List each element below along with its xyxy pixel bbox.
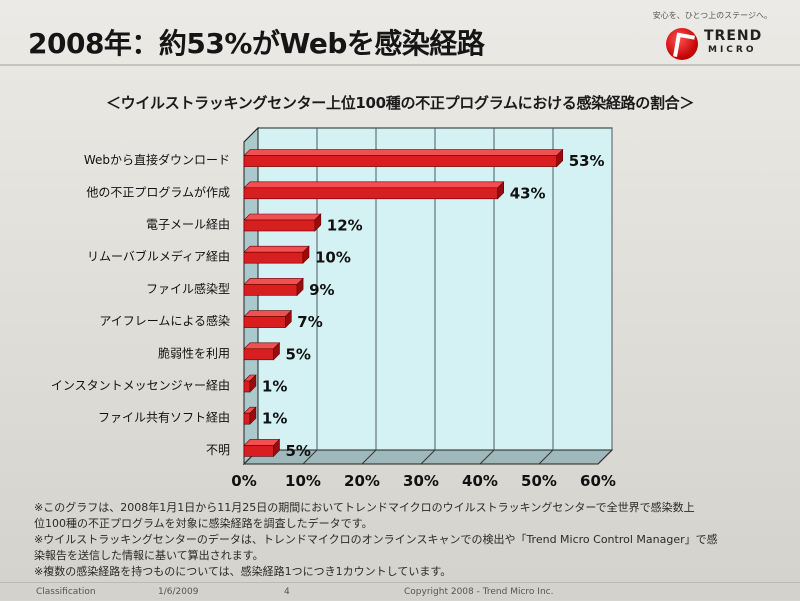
bar-end [497,181,505,200]
category-label: 不明 [206,443,230,457]
gridline-floor [479,449,495,465]
data-label: 5% [286,442,311,460]
bar [243,380,251,393]
trend-micro-logo-icon [666,28,698,60]
bar [243,251,304,264]
data-label: 1% [262,378,287,396]
slide-footer: Classification 1/6/2009 4 Copyright 2008… [0,582,800,601]
bar-top [243,278,304,285]
category-label: リムーバブルメディア経由 [87,249,230,264]
bar [243,445,274,457]
bar-top [243,213,322,221]
x-tick-label: 30% [403,472,439,490]
bar [243,155,558,167]
bar-end [296,277,304,297]
category-label: ファイル共有ソフト経由 [98,411,230,425]
data-label: 10% [315,249,351,267]
bar-end [284,309,292,329]
bar-end [302,245,310,264]
category-label: Webから直接ダウンロード [84,152,230,167]
gridline-floor [302,449,318,465]
x-tick-label: 20% [344,472,380,490]
bar-end [249,374,257,393]
data-label: 9% [309,281,334,299]
logo-wordmark-line2: MICRO [708,45,757,55]
bar-end [273,438,280,458]
tagline: 安心を、ひとつ上のステージへ。 [652,11,772,20]
category-label: ファイル感染型 [146,281,230,296]
bar [243,412,251,425]
data-label: 43% [510,184,546,202]
bar [243,348,274,361]
copyright: Copyright 2008 - Trend Micro Inc. [404,587,554,597]
data-label: 12% [327,217,363,235]
bar-end [314,213,322,232]
bar [243,187,498,200]
page-number: 4 [284,587,290,597]
footnote-line: ※複数の感染経路を持つものについては、感染経路1つにつき1カウントしています。 [34,565,452,578]
x-tick-label: 0% [231,472,256,490]
footnote-line: 位100種の不正プログラムを対象に感染経路を調査したデータです。 [34,517,373,530]
data-label: 53% [569,152,605,170]
x-tick-label: 50% [521,472,557,490]
gridline-floor [361,449,377,465]
bar [243,284,298,296]
category-label: 電子メール経由 [146,218,230,232]
x-tick-label: 10% [285,472,321,490]
category-label: アイフレームによる感染 [99,313,230,328]
data-label: 1% [262,410,287,428]
bar-end [249,406,257,425]
category-label: 他の不正プログラムが作成 [86,184,230,199]
x-tick-label: 60% [580,472,616,490]
title-divider [0,64,800,66]
gridline-floor [420,449,436,465]
classification-label: Classification [36,587,96,597]
footnote-line: 染報告を送信した情報に基いて算出されます。 [34,549,264,562]
bar [243,219,316,232]
bar-end [273,342,280,361]
chart-title: ＜ウイルストラッキングセンター上位100種の不正プログラムにおける感染経路の割合… [105,94,695,112]
footnotes: ※このグラフは、2008年1月1日から11月25日の期間においてトレンドマイクロ… [34,500,774,580]
gridline-floor [597,449,613,465]
footnote-line: ※ウイルストラッキングセンターのデータは、トレンドマイクロのオンラインスキャンで… [34,533,718,546]
category-label: 脆弱性を利用 [158,345,230,360]
data-label: 7% [297,313,322,331]
bar-top [243,181,505,189]
footnote-line: ※このグラフは、2008年1月1日から11月25日の期間においてトレンドマイクロ… [34,501,695,514]
bar-top [243,245,310,253]
footer-date: 1/6/2009 [158,587,199,597]
logo-wordmark-line1: TREND [704,28,763,44]
bar-top [243,310,293,317]
bar [243,316,286,328]
data-label: 5% [286,345,311,363]
category-label: インスタントメッセンジャー経由 [51,379,230,393]
trend-micro-logo: TREND MICRO [666,26,778,62]
gridline-floor [538,449,554,465]
bar-top [243,149,564,156]
x-tick-label: 40% [462,472,498,490]
plot-area [243,127,613,465]
slide-title: 2008年：約53%がWebを感染経路 [28,27,485,60]
bar-end [556,148,564,168]
